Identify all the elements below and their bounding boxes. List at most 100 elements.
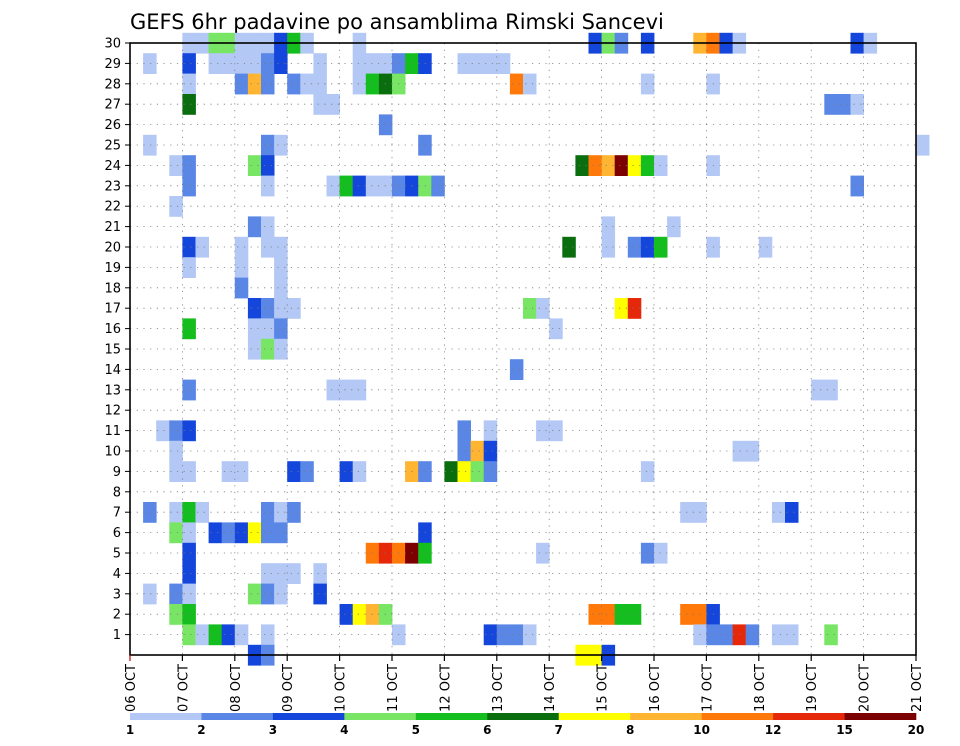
heatmap-cell bbox=[169, 420, 183, 442]
heatmap-cell bbox=[274, 563, 288, 584]
colorbar: 1 2 3 4 5 6 7 8 10 12 15 20 bbox=[126, 713, 925, 737]
heatmap-cell bbox=[536, 420, 550, 442]
heatmap-cell bbox=[182, 257, 196, 278]
heatmap-cell bbox=[745, 440, 760, 462]
heatmap-cell bbox=[601, 236, 616, 258]
heatmap-cell bbox=[182, 318, 196, 340]
y-tick-label: 24 bbox=[104, 159, 121, 174]
heatmap-cell bbox=[274, 522, 288, 544]
heatmap-cell bbox=[261, 53, 275, 74]
heatmap-cell bbox=[261, 583, 275, 605]
heatmap-cell bbox=[274, 318, 288, 340]
y-tick-label: 3 bbox=[113, 587, 121, 602]
heatmap-cell bbox=[850, 175, 864, 197]
heatmap-cell bbox=[143, 583, 157, 605]
x-tick-label: 08 OCT bbox=[229, 664, 244, 712]
heatmap-cell bbox=[313, 94, 327, 115]
colorbar-label: 8 bbox=[626, 723, 634, 737]
y-tick-label: 18 bbox=[104, 281, 121, 296]
heatmap-cell bbox=[457, 440, 471, 462]
heatmap-cell bbox=[523, 298, 537, 319]
heatmap-cell bbox=[247, 583, 262, 605]
heatmap-cell bbox=[261, 563, 275, 584]
x-tick-label: 06 OCT bbox=[124, 664, 139, 712]
heatmap-cell bbox=[496, 624, 511, 646]
heatmap-cell bbox=[785, 624, 799, 646]
heatmap-cell bbox=[352, 604, 367, 625]
heatmap-cell bbox=[352, 379, 367, 401]
heatmap-cell bbox=[339, 604, 354, 625]
y-tick-label: 21 bbox=[104, 220, 121, 235]
heatmap-cell bbox=[182, 94, 196, 115]
heatmap-cell bbox=[221, 53, 236, 74]
heatmap-cell bbox=[234, 73, 249, 95]
x-tick-label: 21 OCT bbox=[910, 664, 925, 712]
colorbar-swatch bbox=[773, 713, 845, 720]
x-tick-label: 07 OCT bbox=[176, 664, 191, 712]
grid-lines bbox=[130, 43, 916, 655]
heatmap-cell bbox=[850, 94, 864, 115]
colorbar-swatch bbox=[272, 713, 345, 720]
colorbar-swatch bbox=[415, 713, 488, 720]
heatmap-cell bbox=[549, 420, 563, 442]
heatmap-cell bbox=[614, 604, 629, 625]
heatmap-cell bbox=[195, 502, 209, 523]
y-tick-label: 19 bbox=[104, 261, 121, 276]
colorbar-swatch bbox=[558, 713, 631, 720]
heatmap-cell bbox=[156, 420, 170, 442]
heatmap-cell bbox=[601, 216, 616, 238]
heatmap-cell bbox=[627, 604, 642, 625]
heatmap-cell bbox=[169, 604, 183, 625]
y-tick-label: 13 bbox=[104, 383, 121, 398]
heatmap-cell bbox=[169, 440, 183, 462]
heatmap-cell bbox=[247, 522, 262, 544]
y-axis: 1234567891011121314151617181920212223242… bbox=[104, 37, 130, 643]
heatmap-cell bbox=[195, 624, 209, 646]
y-tick-label: 9 bbox=[113, 465, 121, 480]
heatmap-cell bbox=[483, 420, 498, 442]
y-tick-label: 17 bbox=[104, 302, 121, 317]
heatmap-cell bbox=[182, 542, 196, 564]
heatmap-cell bbox=[326, 94, 340, 115]
colorbar-label: 10 bbox=[693, 723, 710, 737]
heatmap-cell bbox=[562, 236, 576, 258]
heatmap-cell bbox=[326, 175, 340, 197]
heatmap-cell bbox=[313, 563, 327, 584]
colorbar-label: 12 bbox=[765, 723, 782, 737]
heatmap-cell bbox=[182, 236, 196, 258]
heatmap-cell bbox=[654, 542, 668, 564]
heatmap-cell bbox=[261, 522, 275, 544]
colorbar-label: 1 bbox=[126, 723, 134, 737]
heatmap-cell bbox=[247, 216, 262, 238]
heatmap-cell bbox=[732, 624, 747, 646]
y-tick-label: 11 bbox=[104, 424, 121, 439]
heatmap-cell bbox=[287, 73, 301, 95]
y-tick-label: 26 bbox=[104, 118, 121, 133]
heatmap-cell bbox=[182, 379, 196, 401]
heatmap-cell bbox=[287, 502, 301, 523]
heatmap-cell bbox=[247, 318, 262, 340]
heatmap-cell bbox=[261, 236, 275, 258]
colorbar-swatch bbox=[630, 713, 702, 720]
heatmap-cell bbox=[483, 461, 498, 482]
heatmap-cell bbox=[182, 461, 196, 482]
colorbar-label: 20 bbox=[908, 723, 925, 737]
x-tick-label: 11 OCT bbox=[386, 664, 401, 712]
heatmap-cell bbox=[352, 73, 367, 95]
heatmap-cell bbox=[457, 53, 471, 74]
heatmap-cell bbox=[640, 236, 655, 258]
heatmap-cell bbox=[654, 155, 668, 176]
y-tick-label: 15 bbox=[104, 343, 121, 358]
heatmap-cell bbox=[247, 73, 262, 95]
heatmap-cell bbox=[601, 155, 616, 176]
heatmap-cell bbox=[745, 624, 760, 646]
x-tick-label: 09 OCT bbox=[281, 664, 296, 712]
heatmap-cell bbox=[523, 624, 537, 646]
heatmap-cell bbox=[234, 53, 249, 74]
heatmap-cell bbox=[287, 298, 301, 319]
heatmap-cell bbox=[274, 134, 288, 156]
y-tick-label: 16 bbox=[104, 322, 121, 337]
heatmap-cell bbox=[771, 502, 786, 523]
